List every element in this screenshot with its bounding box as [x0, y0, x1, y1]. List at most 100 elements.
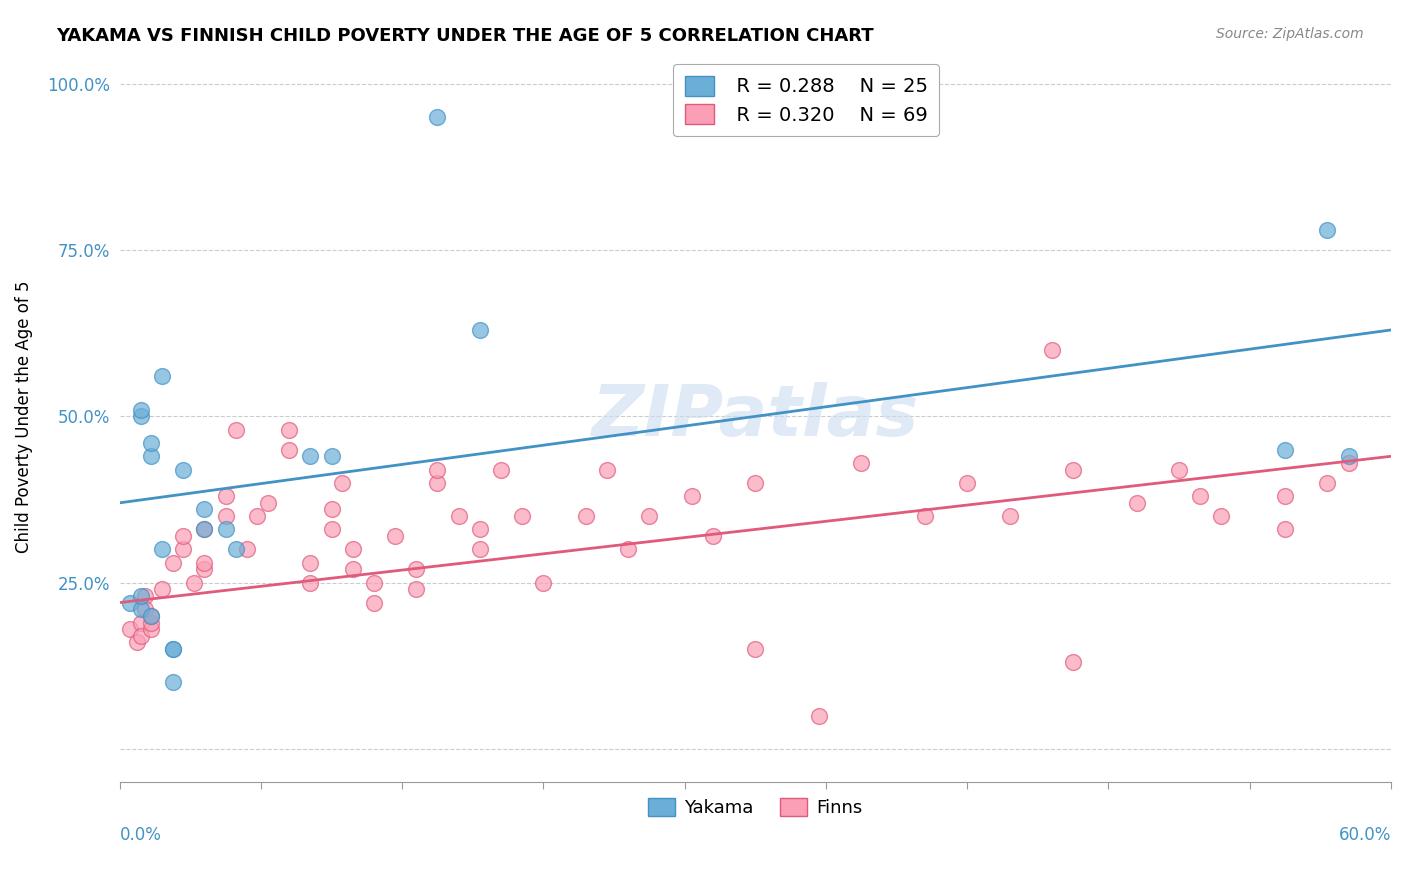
Point [321, 450, 343, 464]
Point [744, 642, 766, 657]
Point [384, 529, 406, 543]
Point [193, 502, 215, 516]
Point [426, 462, 449, 476]
Point [129, 602, 152, 616]
Point [405, 562, 427, 576]
Point [342, 562, 364, 576]
Point [141, 436, 163, 450]
Point [141, 450, 163, 464]
Y-axis label: Child Poverty Under the Age of 5: Child Poverty Under the Age of 5 [15, 280, 32, 553]
Point [956, 475, 979, 490]
Point [129, 615, 152, 630]
Point [321, 523, 343, 537]
Point [489, 462, 512, 476]
Point [1274, 489, 1296, 503]
Text: 0.0%: 0.0% [120, 826, 162, 844]
Point [193, 523, 215, 537]
Point [1274, 523, 1296, 537]
Point [363, 596, 385, 610]
Point [214, 489, 236, 503]
Point [363, 575, 385, 590]
Point [1211, 509, 1233, 524]
Point [150, 582, 173, 597]
Point [596, 462, 619, 476]
Point [172, 529, 194, 543]
Text: YAKAMA VS FINNISH CHILD POVERTY UNDER THE AGE OF 5 CORRELATION CHART: YAKAMA VS FINNISH CHILD POVERTY UNDER TH… [56, 27, 875, 45]
Point [617, 542, 640, 557]
Text: 60.0%: 60.0% [1339, 826, 1391, 844]
Point [278, 423, 301, 437]
Point [1316, 223, 1339, 237]
Point [1062, 656, 1084, 670]
Legend: Yakama, Finns: Yakama, Finns [641, 790, 870, 824]
Point [225, 423, 247, 437]
Point [426, 110, 449, 124]
Point [447, 509, 470, 524]
Point [193, 523, 215, 537]
Point [141, 622, 163, 636]
Point [278, 442, 301, 457]
Point [1062, 462, 1084, 476]
Point [1189, 489, 1212, 503]
Point [468, 323, 491, 337]
Point [162, 675, 184, 690]
Point [235, 542, 257, 557]
Point [150, 542, 173, 557]
Point [914, 509, 936, 524]
Point [120, 622, 142, 636]
Point [246, 509, 269, 524]
Point [638, 509, 661, 524]
Text: Source: ZipAtlas.com: Source: ZipAtlas.com [1216, 27, 1364, 41]
Point [575, 509, 598, 524]
Point [807, 708, 830, 723]
Point [134, 589, 156, 603]
Point [141, 615, 163, 630]
Point [426, 475, 449, 490]
Point [702, 529, 724, 543]
Point [1316, 475, 1339, 490]
Point [183, 575, 205, 590]
Point [214, 509, 236, 524]
Point [510, 509, 533, 524]
Point [141, 608, 163, 623]
Point [299, 556, 322, 570]
Point [172, 542, 194, 557]
Point [129, 589, 152, 603]
Point [129, 402, 152, 417]
Point [299, 575, 322, 590]
Point [744, 475, 766, 490]
Point [1125, 496, 1147, 510]
Point [129, 409, 152, 424]
Point [1168, 462, 1191, 476]
Text: ZIPatlas: ZIPatlas [592, 382, 920, 450]
Point [134, 602, 156, 616]
Point [129, 629, 152, 643]
Point [150, 369, 173, 384]
Point [681, 489, 703, 503]
Point [257, 496, 280, 510]
Point [342, 542, 364, 557]
Point [1274, 442, 1296, 457]
Point [468, 542, 491, 557]
Point [193, 562, 215, 576]
Point [162, 556, 184, 570]
Point [851, 456, 873, 470]
Point [120, 596, 142, 610]
Point [225, 542, 247, 557]
Point [299, 450, 322, 464]
Point [1040, 343, 1063, 357]
Point [125, 635, 148, 649]
Point [321, 502, 343, 516]
Point [405, 582, 427, 597]
Point [1337, 450, 1360, 464]
Point [162, 642, 184, 657]
Point [162, 642, 184, 657]
Point [214, 523, 236, 537]
Point [330, 475, 353, 490]
Point [998, 509, 1021, 524]
Point [531, 575, 554, 590]
Point [172, 462, 194, 476]
Point [1337, 456, 1360, 470]
Point [468, 523, 491, 537]
Point [141, 608, 163, 623]
